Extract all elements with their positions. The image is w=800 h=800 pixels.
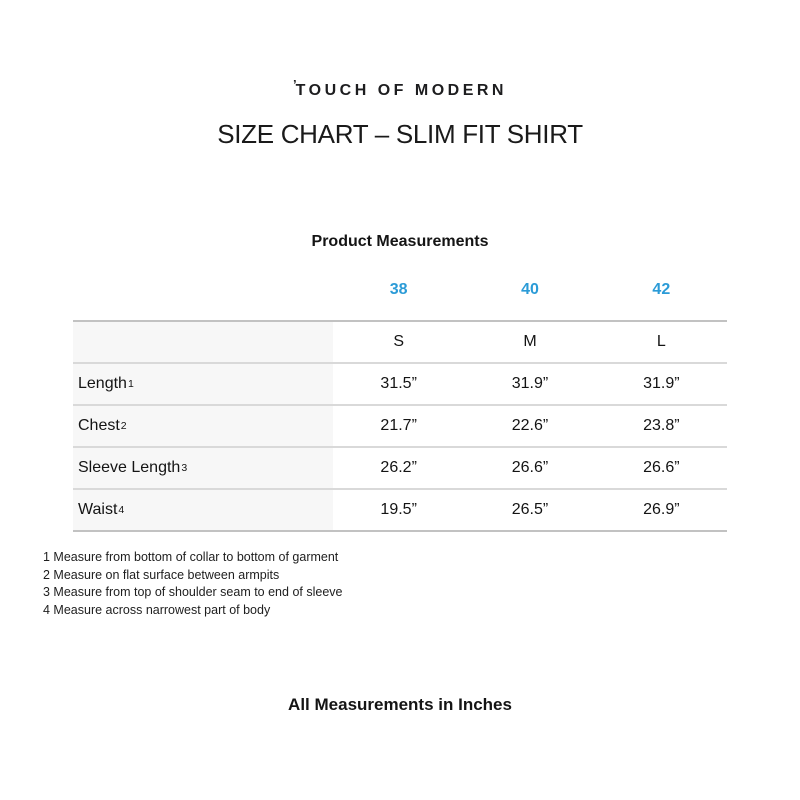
- brand-logo: ’TOUCH OF MODERN: [0, 77, 800, 100]
- row-label-waist-text: Waist: [78, 501, 118, 518]
- header-size-m: M: [523, 333, 537, 350]
- chest-value-s: 21.7”: [380, 417, 417, 434]
- brand-logo-text: TOUCH OF MODERN: [295, 82, 507, 99]
- table-row-chest: Chest 2 21.7” 22.6” 23.8”: [73, 406, 727, 448]
- chest-value-m: 22.6”: [511, 417, 549, 434]
- page-title: SIZE CHART – SLIM FIT SHIRT: [217, 119, 583, 149]
- size-numbers-row: 38 40 42: [73, 281, 727, 299]
- size-number-40: 40: [521, 281, 539, 298]
- sleeve-length-value-s: 26.2”: [380, 459, 417, 476]
- chest-value-l: 23.8”: [643, 417, 680, 434]
- footnote-ref-3: 3: [181, 462, 188, 474]
- header-size-l: L: [656, 333, 666, 350]
- table-row-sleeve-length: Sleeve Length 3 26.2” 26.6” 26.6”: [73, 448, 727, 490]
- footnote-1: 1 Measure from bottom of collar to botto…: [43, 550, 339, 564]
- footnote-ref-1: 1: [127, 378, 134, 390]
- length-value-s: 31.5”: [380, 375, 417, 392]
- row-label-chest: Chest 2: [73, 406, 333, 446]
- sleeve-length-value-l: 26.6”: [643, 459, 680, 476]
- row-label-length-text: Length: [78, 375, 127, 392]
- length-value-l: 31.9”: [643, 375, 680, 392]
- waist-value-m: 26.5”: [511, 501, 549, 518]
- row-label-sleeve-length: Sleeve Length 3: [73, 448, 333, 488]
- footnote-3: 3 Measure from top of shoulder seam to e…: [43, 585, 343, 599]
- table-caption: Product Measurements: [311, 233, 489, 250]
- table-header-row: S M L: [73, 322, 727, 364]
- footnote-ref-2: 2: [120, 420, 127, 432]
- footnotes: 1 Measure from bottom of collar to botto…: [43, 549, 342, 619]
- units-note: All Measurements in Inches: [288, 695, 512, 714]
- header-size-s: S: [393, 333, 404, 350]
- sleeve-length-value-m: 26.6”: [511, 459, 549, 476]
- footnote-ref-4: 4: [118, 504, 125, 516]
- row-label-waist: Waist 4: [73, 490, 333, 530]
- row-label-chest-text: Chest: [78, 417, 120, 434]
- measurements-table: S M L Length 1 31.5” 31.9” 31.9” Chest 2 2…: [73, 320, 727, 532]
- waist-value-s: 19.5”: [380, 501, 417, 518]
- brand-logo-mark: ’: [293, 77, 297, 92]
- size-number-38: 38: [389, 281, 408, 298]
- row-label-length: Length 1: [73, 364, 333, 404]
- header-empty-cell: [73, 322, 333, 362]
- row-label-sleeve-length-text: Sleeve Length: [78, 459, 181, 476]
- table-row-waist: Waist 4 19.5” 26.5” 26.9”: [73, 490, 727, 530]
- table-row-length: Length 1 31.5” 31.9” 31.9”: [73, 364, 727, 406]
- waist-value-l: 26.9”: [643, 501, 680, 518]
- size-number-42: 42: [652, 281, 671, 298]
- footnote-4: 4 Measure across narrowest part of body: [43, 602, 271, 617]
- footnote-2: 2 Measure on flat surface between armpit…: [43, 567, 280, 582]
- length-value-m: 31.9”: [511, 375, 549, 392]
